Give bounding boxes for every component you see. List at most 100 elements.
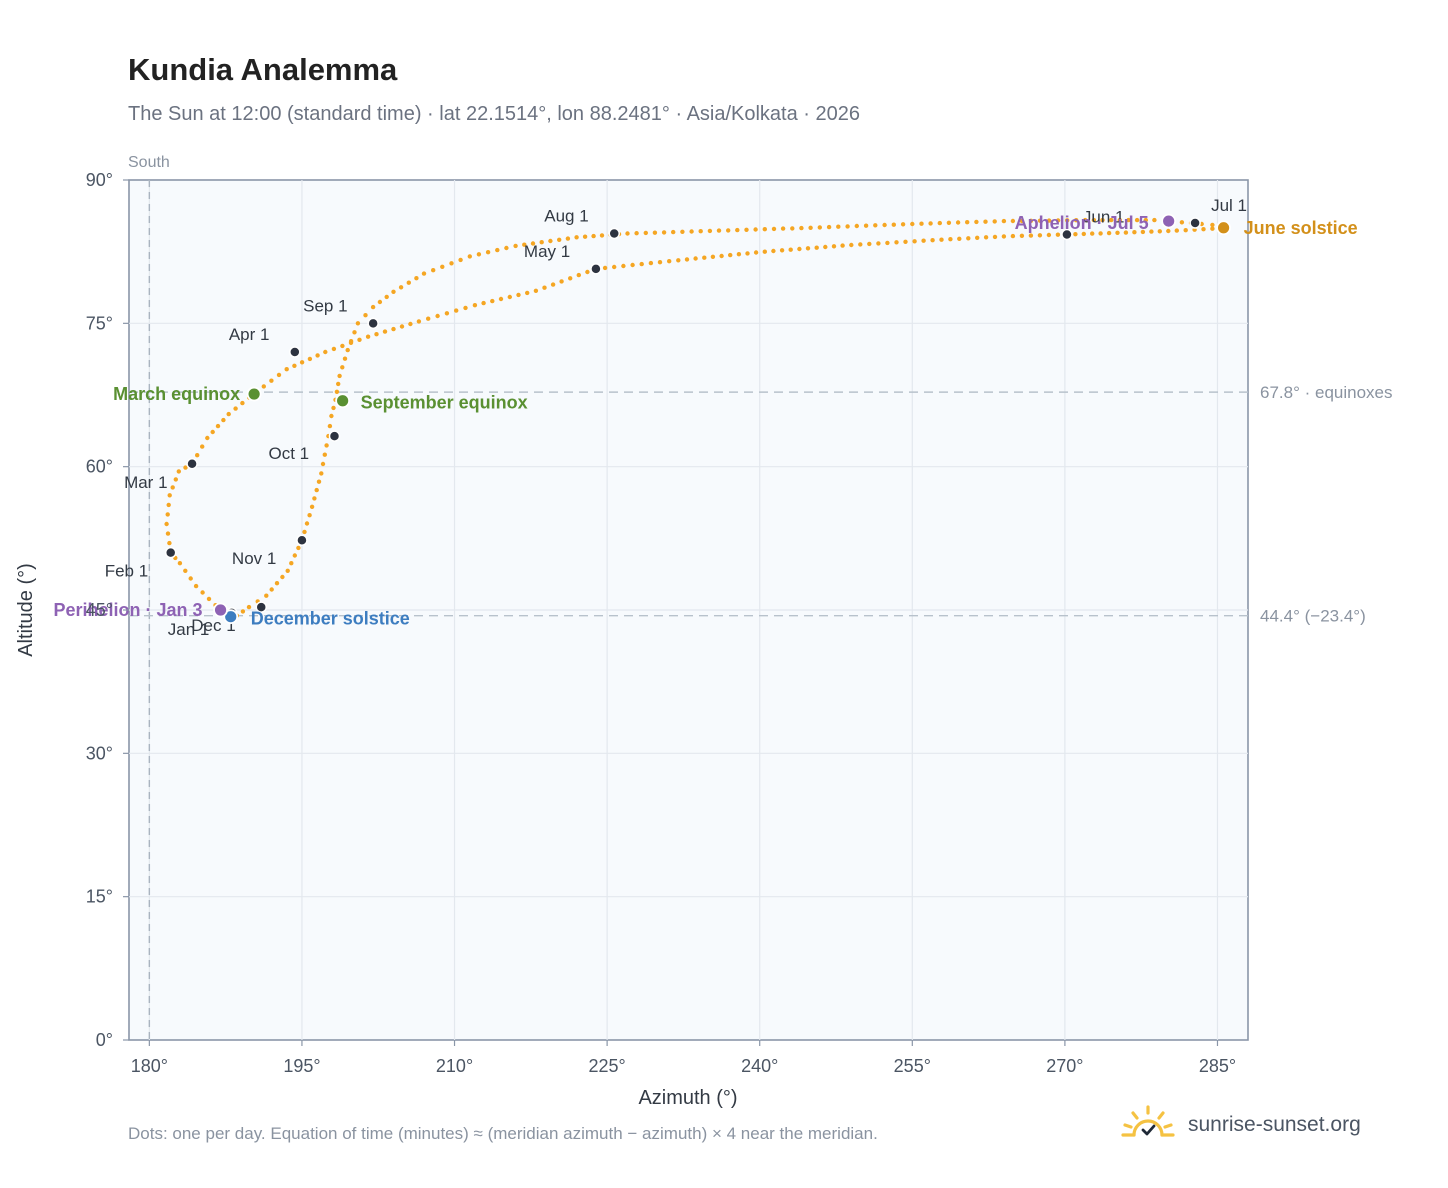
daily-dot [345, 347, 350, 353]
daily-dot [661, 230, 667, 235]
event-markers: March equinox September equinox December s… [54, 213, 1358, 629]
daily-dot [1140, 229, 1146, 235]
month-marker [186, 458, 198, 470]
daily-dot [693, 256, 698, 261]
month-label: May 1 [524, 242, 570, 261]
reference-lines: 67.8° · equinoxes 44.4° (−23.4°) [129, 180, 1393, 1040]
daily-dot [648, 260, 654, 266]
daily-dot [165, 531, 171, 536]
daily-dot [771, 226, 777, 232]
daily-dot [391, 326, 396, 332]
daily-dot [1028, 233, 1034, 238]
daily-dot [937, 220, 942, 226]
axes: 180° 195° 210° 225° 240° 255° 270° 285° 0° 15° 30°… [86, 170, 1236, 1076]
daily-dot [992, 219, 997, 224]
daily-dot [780, 226, 786, 231]
daily-dot [504, 245, 509, 251]
daily-dot [327, 423, 333, 429]
brand[interactable]: sunrise-sunset.org [1120, 1100, 1361, 1150]
chart-subtitle: The Sun at 12:00 (standard time) · lat 2… [128, 103, 861, 125]
daily-dot [323, 349, 328, 355]
daily-dot [292, 553, 297, 558]
reference-line-label: 67.8° · equinoxes [1260, 383, 1393, 402]
daily-dot [1028, 218, 1034, 223]
month-marker [1061, 228, 1073, 241]
daily-dot [177, 561, 183, 566]
daily-dot [736, 252, 742, 257]
daily-dot [710, 254, 716, 259]
daily-dot [426, 316, 431, 321]
daily-dot [315, 353, 320, 358]
y-tick-label: 90° [86, 170, 113, 190]
daily-dot [643, 230, 648, 236]
daily-dot [269, 378, 274, 383]
daily-dot [1090, 231, 1095, 236]
daily-dot [1115, 230, 1120, 235]
daily-dot [602, 265, 608, 271]
daily-dot [188, 576, 193, 581]
daily-dot [582, 234, 588, 239]
daily-dot [1019, 218, 1025, 224]
daily-dot [183, 568, 188, 573]
daily-dot [331, 405, 336, 411]
y-tick-label: 15° [86, 887, 113, 907]
event-label: September equinox [361, 393, 528, 413]
daily-dot [612, 264, 617, 270]
daily-dot [334, 389, 340, 394]
daily-dot [355, 321, 361, 326]
daily-dot [557, 237, 562, 242]
event-marker [1216, 220, 1231, 236]
daily-dot [348, 339, 354, 344]
daily-dot [309, 504, 315, 509]
daily-dot [1201, 227, 1206, 232]
month-label: Aug 1 [544, 207, 588, 226]
daily-dot [304, 521, 310, 526]
daily-dot [891, 222, 896, 227]
daily-dot [858, 242, 863, 247]
daily-dot [1149, 229, 1154, 234]
daily-dot [374, 332, 379, 337]
daily-dot [1126, 217, 1131, 223]
daily-dot [337, 373, 342, 379]
daily-dot [1073, 232, 1078, 237]
daily-dot [790, 226, 795, 231]
y-tick-label: 75° [86, 313, 113, 333]
daily-dot [276, 372, 282, 378]
daily-dot [707, 228, 713, 234]
month-label: Nov 1 [232, 549, 276, 568]
grid [129, 180, 1248, 1040]
daily-dot [621, 263, 626, 269]
x-axis-label: Azimuth (°) [638, 1087, 737, 1109]
daily-dot [576, 272, 581, 278]
daily-dot [516, 292, 521, 298]
daily-dot [495, 247, 500, 253]
month-marker [590, 263, 602, 275]
y-axis-label: Altitude (°) [15, 563, 37, 657]
daily-dot [525, 290, 530, 296]
daily-dot [849, 242, 854, 248]
daily-dot [280, 574, 285, 580]
daily-dot [322, 452, 327, 457]
daily-dot [863, 223, 869, 228]
daily-dot [320, 461, 326, 467]
month-label: Jun 1 [1083, 207, 1125, 226]
daily-dot [206, 596, 212, 602]
daily-dot [498, 296, 504, 302]
daily-dot [1100, 217, 1105, 223]
y-tick-label: 45° [86, 600, 113, 620]
daily-dot [565, 236, 571, 241]
daily-dot [762, 249, 767, 254]
daily-dot [416, 319, 422, 324]
daily-dot [657, 260, 663, 265]
daily-dot [946, 220, 952, 225]
daily-dot [983, 219, 988, 224]
daily-dot [808, 225, 813, 230]
daily-dot [1083, 217, 1088, 223]
daily-dot [240, 400, 245, 406]
daily-dot [340, 343, 345, 349]
daily-dot [481, 300, 486, 306]
month-label: Oct 1 [268, 444, 309, 463]
month-marker [296, 534, 308, 546]
daily-dot [1001, 234, 1007, 239]
